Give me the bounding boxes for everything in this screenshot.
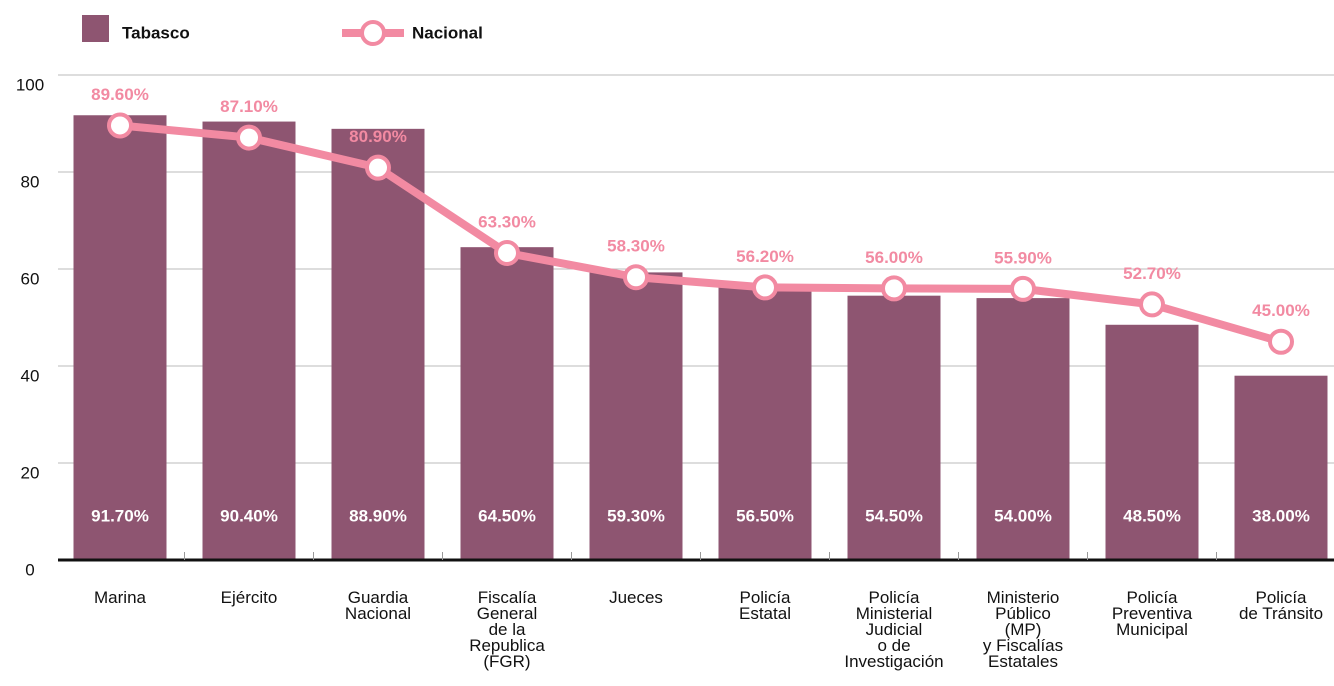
line-value-label: 58.30% (607, 237, 665, 256)
bar (589, 272, 683, 560)
x-tick-label: Marina (94, 588, 146, 607)
bar (976, 298, 1070, 560)
bar-value-label: 48.50% (1123, 506, 1181, 525)
line-value-label: 45.00% (1252, 301, 1310, 320)
bar (1105, 324, 1199, 560)
line-point (236, 124, 262, 151)
x-tick-label: Policía de Tránsito (1238, 588, 1324, 623)
line-point (752, 274, 778, 301)
line-point (623, 264, 649, 291)
bar-value-label: 54.50% (865, 506, 923, 525)
bar (460, 247, 554, 561)
line-value-label: 80.90% (349, 127, 407, 146)
line-value-label: 63.30% (478, 212, 536, 231)
bar-value-label: 88.90% (349, 506, 407, 525)
line-point (107, 112, 133, 139)
x-tick-label: Policía Ministerial Judicial o de Invest… (844, 588, 944, 671)
x-tick-label: Policía Estatal (739, 588, 791, 623)
bar-value-label: 38.00% (1252, 506, 1310, 525)
bar-value-label: 91.70% (91, 506, 149, 525)
x-tick-label: Policía Preventiva Municipal (1111, 588, 1193, 639)
bar-value-label: 90.40% (220, 506, 278, 525)
line-point (365, 154, 391, 181)
y-tick-label: 40 (21, 366, 40, 385)
y-tick-label: 60 (21, 269, 40, 288)
bar (847, 295, 941, 560)
x-tick-label: Guardia Nacional (344, 588, 412, 623)
bar-value-label: 64.50% (478, 506, 536, 525)
line-point (881, 275, 907, 302)
line-point (1010, 275, 1036, 302)
line-point (1139, 291, 1165, 318)
line-value-label: 52.70% (1123, 264, 1181, 283)
bar-value-label: 56.50% (736, 506, 794, 525)
line-point (494, 239, 520, 266)
y-tick-label: 0 (25, 560, 34, 579)
bar-value-label: 59.30% (607, 506, 665, 525)
legend-swatch (82, 15, 109, 42)
y-tick-label: 20 (21, 463, 40, 482)
line-point (1268, 328, 1294, 355)
line-value-label: 56.00% (865, 248, 923, 267)
bar (718, 285, 812, 560)
bar (73, 115, 167, 560)
line-value-label: 55.90% (994, 248, 1052, 267)
bar (331, 128, 425, 560)
bar (1234, 375, 1328, 560)
legend-label: Tabasco (122, 23, 190, 42)
x-tick-label: Ministerio Público (MP) y Fiscalías Esta… (982, 588, 1064, 671)
legend-label: Nacional (412, 23, 483, 42)
bar-value-label: 54.00% (994, 506, 1052, 525)
y-tick-label: 100 (16, 75, 44, 94)
line-value-label: 56.20% (736, 247, 794, 266)
x-tick-label: Fiscalía General de la Republica (FGR) (469, 588, 545, 671)
line-series (119, 121, 1283, 346)
x-tick-label: Jueces (609, 588, 663, 607)
line-value-label: 89.60% (91, 85, 149, 104)
x-tick-label: Ejército (220, 588, 278, 607)
bar (202, 121, 296, 560)
y-tick-label: 80 (21, 172, 40, 191)
legend-marker (360, 20, 386, 46)
line-value-label: 87.10% (220, 97, 278, 116)
